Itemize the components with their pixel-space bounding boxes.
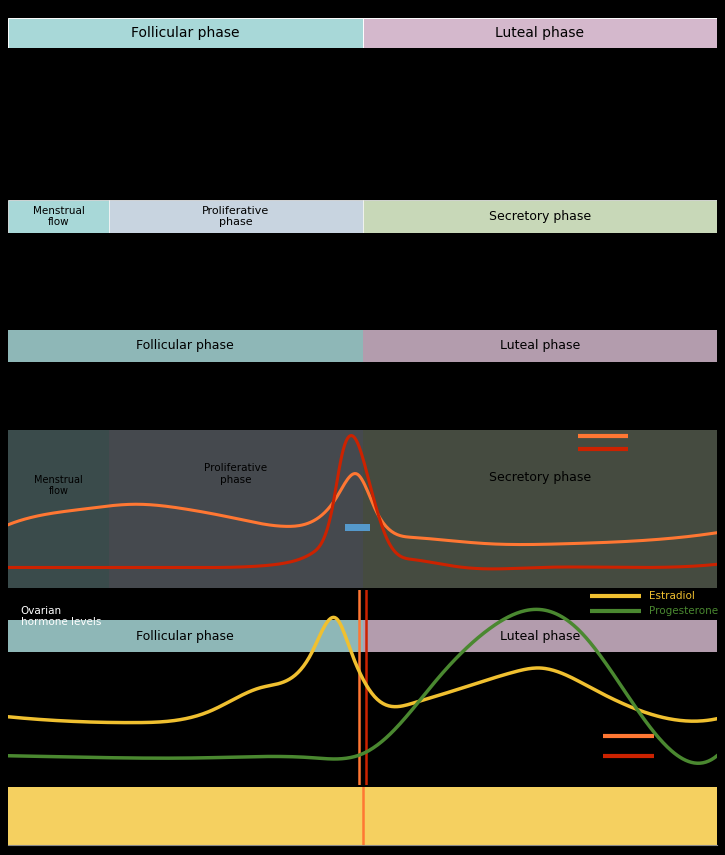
Bar	[362, 200, 717, 233]
Text: Luteal phase: Luteal phase	[500, 629, 580, 642]
Bar	[8, 200, 109, 233]
Text: Proliferative
phase: Proliferative phase	[202, 206, 270, 227]
Text: Progesterone: Progesterone	[649, 606, 718, 616]
Text: Estradiol: Estradiol	[649, 591, 695, 601]
Bar	[362, 330, 717, 362]
Text: Secretory phase: Secretory phase	[489, 471, 591, 484]
Bar	[362, 430, 717, 588]
Bar	[8, 430, 109, 588]
Bar	[345, 524, 370, 531]
Text: Ovarian
hormone levels: Ovarian hormone levels	[20, 605, 101, 628]
Bar	[362, 18, 717, 48]
Bar	[109, 200, 362, 233]
Text: Secretory phase: Secretory phase	[489, 210, 591, 223]
Text: Follicular phase: Follicular phase	[136, 339, 234, 352]
Bar	[8, 620, 362, 652]
Text: Luteal phase: Luteal phase	[500, 339, 580, 352]
Text: Menstrual
flow: Menstrual flow	[33, 206, 85, 227]
Bar	[8, 330, 362, 362]
Bar	[362, 620, 717, 652]
Text: Menstrual
flow: Menstrual flow	[34, 475, 83, 496]
Text: Proliferative
phase: Proliferative phase	[204, 463, 268, 485]
Bar	[8, 18, 362, 48]
Text: Luteal phase: Luteal phase	[495, 26, 584, 40]
Text: Follicular phase: Follicular phase	[136, 629, 234, 642]
Bar	[109, 430, 362, 588]
Text: Follicular phase: Follicular phase	[131, 26, 239, 40]
